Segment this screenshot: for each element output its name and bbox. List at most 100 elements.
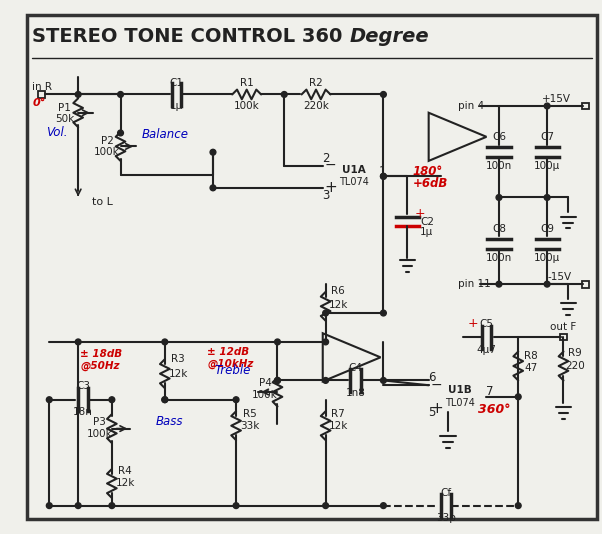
Text: 100k: 100k — [252, 390, 278, 400]
Circle shape — [162, 397, 168, 403]
Text: −: − — [430, 378, 442, 392]
Circle shape — [233, 502, 239, 508]
Text: 0°: 0° — [33, 98, 46, 108]
Text: 100k: 100k — [234, 101, 259, 111]
Text: ± 12dB: ± 12dB — [207, 347, 249, 357]
Text: 100n: 100n — [486, 161, 512, 171]
Text: C5: C5 — [479, 319, 494, 328]
Circle shape — [515, 502, 521, 508]
Circle shape — [323, 502, 329, 508]
Text: 50k: 50k — [55, 114, 74, 123]
Circle shape — [380, 502, 386, 508]
Text: 100μ: 100μ — [534, 161, 560, 171]
Text: 6: 6 — [428, 371, 435, 384]
Text: 33k: 33k — [240, 421, 259, 431]
Text: Bass: Bass — [155, 415, 182, 428]
Text: @50Hz: @50Hz — [80, 361, 120, 371]
Circle shape — [233, 397, 239, 403]
Text: R2: R2 — [309, 78, 323, 88]
Text: +: + — [430, 401, 442, 416]
Text: Balance: Balance — [141, 128, 188, 142]
Text: R9: R9 — [568, 348, 582, 357]
Text: R5: R5 — [243, 409, 256, 419]
Text: in R: in R — [31, 82, 52, 92]
Circle shape — [210, 185, 216, 191]
Text: pin 11: pin 11 — [458, 279, 490, 289]
Text: C3: C3 — [76, 381, 90, 391]
Circle shape — [380, 91, 386, 97]
Text: P1: P1 — [58, 103, 71, 113]
Text: 12k: 12k — [329, 300, 348, 310]
Text: C8: C8 — [492, 224, 506, 234]
Circle shape — [496, 194, 502, 200]
Text: C2: C2 — [420, 217, 434, 226]
Text: 3: 3 — [322, 189, 329, 202]
Circle shape — [323, 378, 329, 383]
Text: 18n: 18n — [73, 407, 93, 417]
Text: +: + — [415, 207, 426, 221]
Text: R4: R4 — [119, 466, 132, 476]
Text: 100n: 100n — [486, 253, 512, 263]
Text: C4: C4 — [349, 363, 362, 373]
Text: C6: C6 — [492, 132, 506, 142]
Circle shape — [380, 174, 386, 179]
Circle shape — [380, 310, 386, 316]
Circle shape — [544, 194, 550, 200]
Text: P3: P3 — [93, 417, 106, 427]
Circle shape — [117, 91, 123, 97]
Text: 12k: 12k — [116, 478, 135, 489]
Circle shape — [109, 502, 115, 508]
Text: TL074: TL074 — [444, 398, 474, 407]
Text: R1: R1 — [240, 78, 253, 88]
Circle shape — [117, 130, 123, 136]
Text: 12k: 12k — [329, 421, 348, 431]
Circle shape — [380, 174, 386, 179]
Text: TL074: TL074 — [338, 177, 368, 187]
Text: 5: 5 — [428, 406, 435, 419]
Text: 180°: 180° — [412, 165, 442, 178]
Bar — [38, 91, 45, 98]
Text: Vol.: Vol. — [46, 127, 67, 139]
Text: 1μ: 1μ — [170, 101, 183, 111]
Text: 7: 7 — [486, 386, 493, 398]
Circle shape — [75, 339, 81, 345]
Text: U1A: U1A — [342, 164, 365, 175]
Text: −: − — [324, 158, 337, 172]
Text: 360°: 360° — [478, 403, 510, 416]
Text: 1: 1 — [379, 165, 386, 178]
Circle shape — [323, 310, 329, 316]
Circle shape — [46, 502, 52, 508]
Text: R3: R3 — [172, 354, 185, 364]
Text: +15V: +15V — [542, 95, 571, 104]
Circle shape — [496, 281, 502, 287]
Text: 4μ7: 4μ7 — [477, 344, 497, 355]
Text: 100k: 100k — [94, 147, 120, 157]
Text: -15V: -15V — [547, 272, 571, 282]
Circle shape — [323, 339, 329, 345]
Bar — [560, 334, 567, 341]
Text: 220: 220 — [565, 361, 585, 371]
Text: P4: P4 — [258, 378, 272, 388]
Text: 1n8: 1n8 — [346, 388, 365, 398]
Bar — [582, 103, 589, 109]
Text: @10kHz: @10kHz — [207, 359, 253, 369]
Text: 100k: 100k — [87, 429, 112, 439]
Text: 2: 2 — [322, 153, 329, 166]
Circle shape — [544, 281, 550, 287]
Text: R6: R6 — [331, 286, 345, 296]
Circle shape — [162, 339, 168, 345]
Text: U1B: U1B — [448, 385, 471, 395]
Text: +6dB: +6dB — [412, 177, 448, 190]
Bar — [582, 281, 589, 287]
Circle shape — [109, 397, 115, 403]
Text: pin 4: pin 4 — [458, 101, 483, 111]
Text: 100μ: 100μ — [534, 253, 560, 263]
Text: Cf: Cf — [441, 488, 452, 498]
Text: +: + — [324, 180, 337, 195]
Text: 1μ: 1μ — [420, 227, 433, 237]
Text: R8: R8 — [524, 351, 538, 362]
Circle shape — [75, 502, 81, 508]
Text: to L: to L — [92, 197, 113, 207]
Circle shape — [46, 397, 52, 403]
Circle shape — [515, 394, 521, 399]
